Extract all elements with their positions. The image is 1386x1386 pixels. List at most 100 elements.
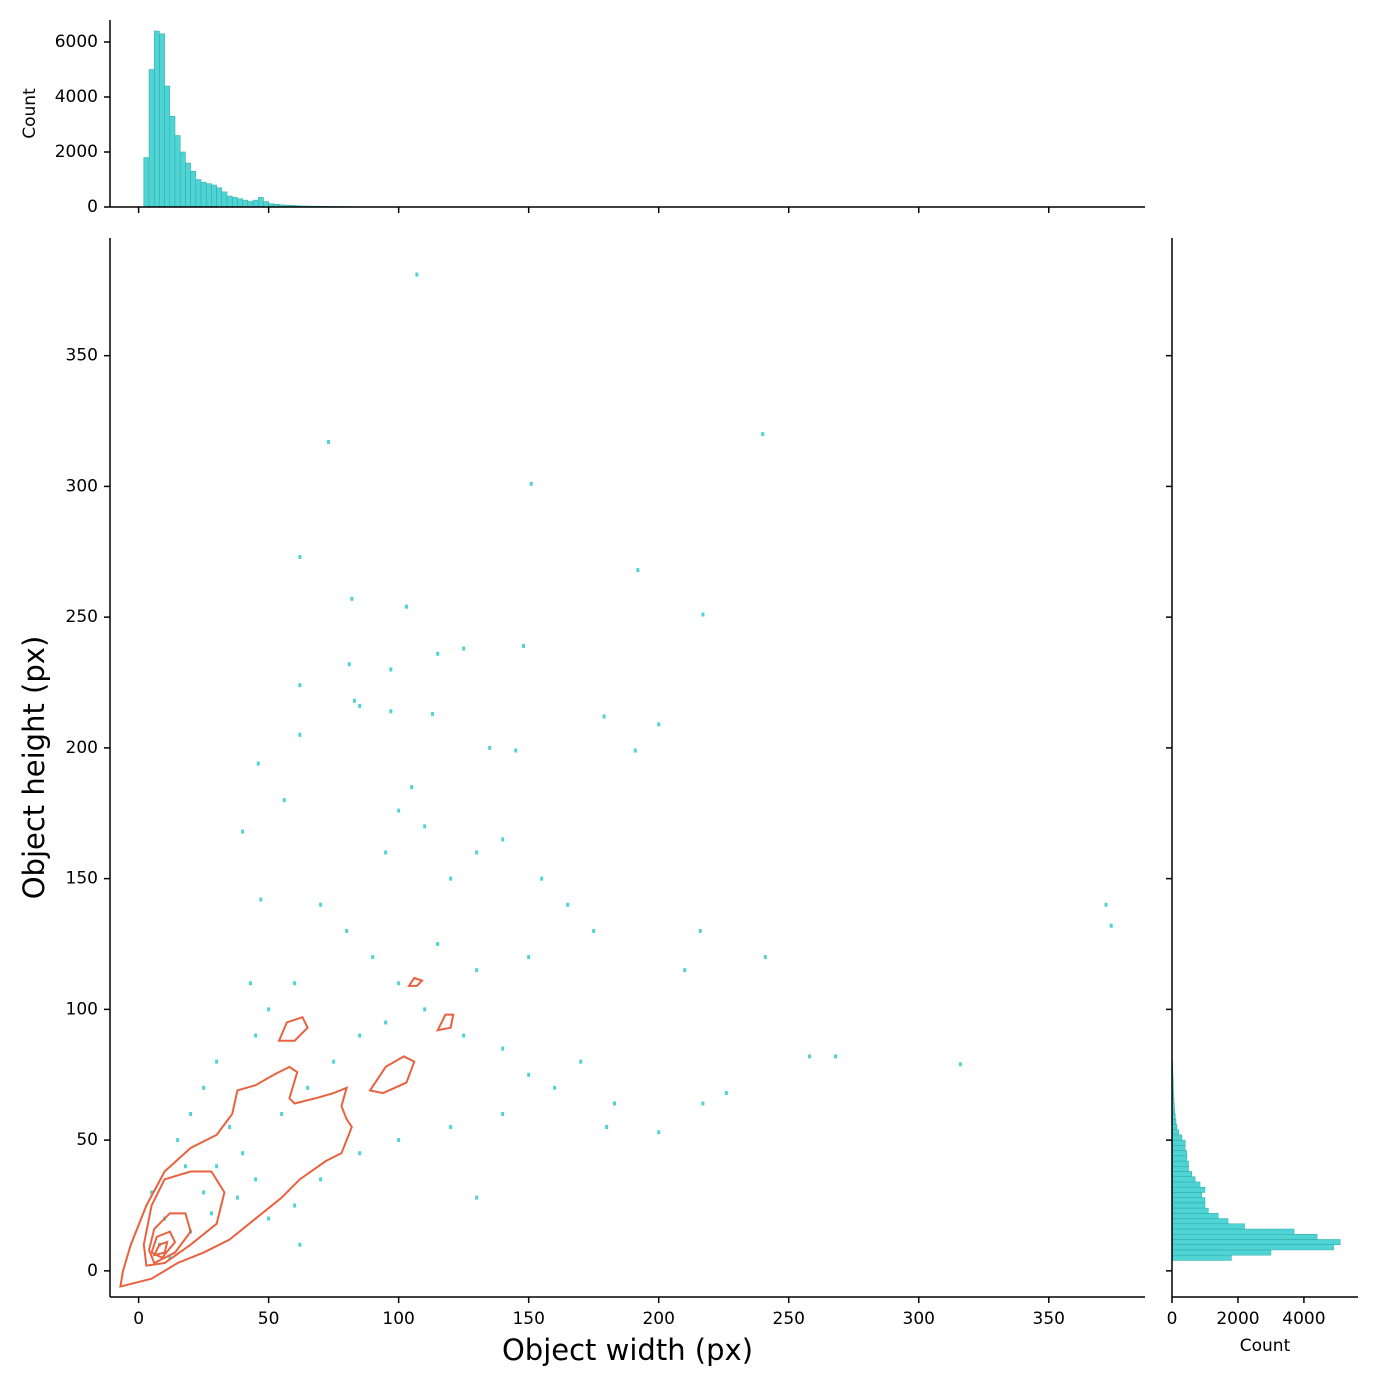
y-tick-label: 250 <box>66 607 98 627</box>
kde-contour <box>142 1170 226 1267</box>
kde-contour <box>435 1013 455 1032</box>
scatter-point <box>449 1125 453 1130</box>
histogram-bar <box>1171 1160 1189 1167</box>
scatter-point <box>183 1164 187 1169</box>
y-tick-label: 6000 <box>55 32 98 52</box>
scatter-point <box>605 1125 609 1130</box>
histogram-bar <box>205 183 212 208</box>
x-tick-label: 4000 <box>1282 1309 1325 1329</box>
histogram-bar <box>1171 1192 1202 1198</box>
scatter-point <box>209 1211 213 1216</box>
histogram-bar <box>1171 1207 1209 1214</box>
x-tick-label: 150 <box>512 1309 544 1329</box>
histogram-bar <box>1171 1129 1179 1136</box>
kde-contour <box>407 976 424 987</box>
scatter-point <box>527 955 531 960</box>
scatter-point <box>259 897 263 902</box>
scatter-point <box>176 1138 180 1143</box>
scatter-point <box>475 968 479 973</box>
scatter-point <box>267 1216 271 1221</box>
scatter-point <box>612 1101 616 1106</box>
histogram-bar <box>1171 1134 1183 1141</box>
scatter-point <box>397 1138 401 1143</box>
x-tick-label: 2000 <box>1216 1309 1259 1329</box>
scatter-point <box>306 1085 310 1090</box>
histogram-bar <box>216 187 223 208</box>
scatter-point <box>657 1130 661 1135</box>
scatter-point <box>415 272 419 277</box>
scatter-point <box>404 604 408 609</box>
histogram-bar <box>1171 1213 1219 1219</box>
scatter-point <box>423 824 427 829</box>
x-axis-label: Object width (px) <box>502 1333 753 1367</box>
scatter-point <box>423 1007 427 1012</box>
histogram-bar <box>1171 1197 1206 1204</box>
scatter-point <box>462 1033 466 1038</box>
scatter-point <box>358 1033 362 1038</box>
histogram-bar <box>247 201 254 208</box>
scatter-point <box>215 1059 219 1064</box>
scatter-point <box>332 1059 336 1064</box>
scatter-point <box>501 1046 505 1051</box>
histogram-bar <box>257 197 264 208</box>
scatter-point <box>488 745 492 750</box>
scatter-point <box>371 955 375 960</box>
scatter-point <box>410 785 414 790</box>
scatter-point <box>475 1195 479 1200</box>
y-tick-label: 0 <box>87 1261 98 1281</box>
histogram-bar <box>185 162 191 208</box>
histogram-bar <box>1171 1145 1186 1151</box>
scatter-point <box>358 704 362 709</box>
scatter-point <box>319 902 323 907</box>
y-tick-label: 300 <box>66 476 98 496</box>
scatter-point <box>168 1255 172 1260</box>
histogram-bar <box>1171 1186 1206 1193</box>
scatter-point <box>293 1203 297 1208</box>
histogram-bar <box>1171 1233 1318 1240</box>
scatter-point <box>636 568 640 573</box>
kde-contour <box>277 1015 309 1042</box>
scatter-point <box>475 850 479 855</box>
scatter-point <box>698 928 702 933</box>
scatter-point <box>514 748 518 753</box>
histogram-bar <box>169 116 176 208</box>
scatter-point <box>256 761 260 766</box>
scatter-point <box>501 837 505 842</box>
y-tick-label: 2000 <box>55 142 98 162</box>
histogram-bar <box>1171 1249 1272 1256</box>
scatter-point <box>280 1111 284 1116</box>
scatter-point <box>150 1190 154 1195</box>
scatter-point <box>808 1054 812 1059</box>
histogram-bar <box>1171 1171 1193 1177</box>
scatter-point <box>298 683 302 688</box>
histogram-bar <box>1171 1218 1229 1225</box>
scatter-point <box>430 711 434 716</box>
histogram-bar <box>159 33 165 208</box>
scatter-point <box>397 981 401 986</box>
scatter-point <box>298 1242 302 1247</box>
scatter-point <box>358 1151 362 1156</box>
y-tick-label: 200 <box>66 738 98 758</box>
scatter-point <box>834 1054 838 1059</box>
histogram-bar <box>174 135 181 208</box>
x-tick-label: 300 <box>903 1309 935 1329</box>
histogram-bar <box>1171 1228 1295 1235</box>
histogram-bar <box>221 191 228 208</box>
y-axis-label: Count <box>20 88 40 139</box>
scatter-point <box>298 555 302 560</box>
scatter-point <box>319 1177 323 1182</box>
histogram-bar <box>242 199 249 208</box>
scatter-point <box>350 596 354 601</box>
x-tick-label: 200 <box>642 1309 674 1329</box>
histogram-bar <box>1171 1254 1232 1261</box>
x-tick-label: 0 <box>1167 1309 1178 1329</box>
histogram-bar <box>226 195 233 208</box>
histogram-bar <box>190 171 197 208</box>
scatter-point <box>202 1190 206 1195</box>
scatter-point <box>235 1195 239 1200</box>
scatter-point <box>215 1164 219 1169</box>
scatter-point <box>326 439 330 444</box>
histogram-bar <box>200 182 207 208</box>
x-tick-label: 100 <box>382 1309 414 1329</box>
